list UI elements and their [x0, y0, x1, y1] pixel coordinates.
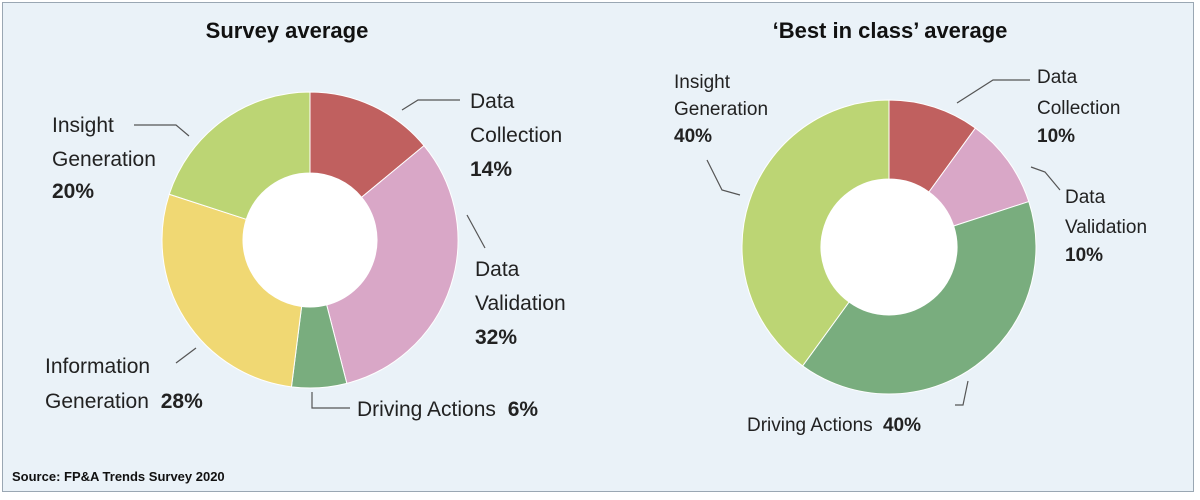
- donut-survey: [161, 91, 459, 389]
- label-bic-insight-generation: Insight Generation 40%: [674, 72, 773, 147]
- leader-bic-data-collection: [956, 79, 1030, 104]
- leader-survey-information-generation: [175, 347, 197, 364]
- leader-survey-data-collection: [401, 99, 460, 111]
- label-bic-data-collection: Data Collection 10%: [1037, 67, 1126, 147]
- leader-bic-data-validation: [1030, 166, 1061, 191]
- label-survey-information-generation: Information Generation 28%: [45, 355, 203, 413]
- leader-survey-data-validation: [466, 214, 486, 249]
- label-survey-insight-generation: Insight Generation 20%: [52, 114, 162, 203]
- label-survey-data-validation: Data Validation 32%: [475, 258, 572, 349]
- leader-survey-insight-generation: [134, 124, 190, 137]
- label-survey-driving-actions: Driving Actions 6%: [357, 398, 538, 421]
- label-bic-driving-actions: Driving Actions 40%: [747, 415, 921, 436]
- label-bic-data-validation: Data Validation 10%: [1065, 187, 1152, 266]
- chart-title-best-in-class: ‘Best in class’ average: [773, 18, 1008, 43]
- chart-title-survey: Survey average: [206, 18, 369, 43]
- leader-bic-driving-actions: [955, 380, 969, 406]
- donut-hole: [821, 179, 957, 315]
- leader-bic-insight-generation: [706, 159, 741, 196]
- leader-survey-driving-actions: [311, 392, 350, 409]
- label-survey-data-collection: Data Collection 14%: [470, 90, 568, 181]
- donut-hole: [243, 173, 377, 307]
- donut-best-in-class: [741, 99, 1037, 395]
- source-note: Source: FP&A Trends Survey 2020: [12, 469, 225, 484]
